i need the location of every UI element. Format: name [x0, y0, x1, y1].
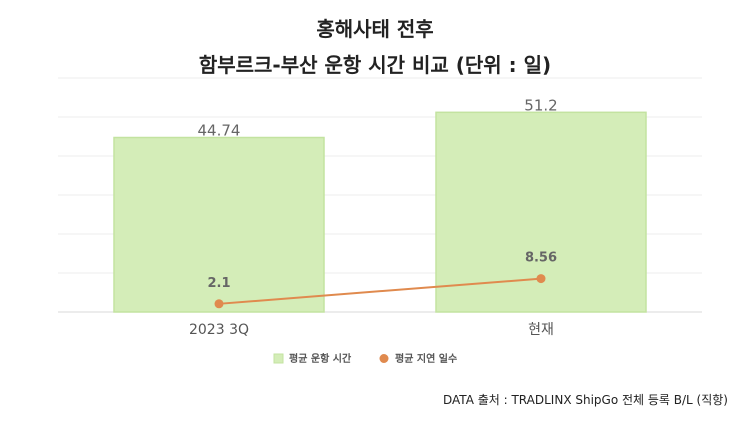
- source-note: DATA 출처 : TRADLINX ShipGo 전체 등록 B/L (직항): [443, 393, 728, 407]
- bar: [113, 136, 325, 313]
- line-point: [536, 274, 546, 284]
- x-axis: 2023 3Q 현재: [189, 322, 554, 338]
- line-point: [214, 299, 224, 309]
- bar-series: 44.74 51.2: [113, 96, 647, 313]
- legend: 평균 운항 시간 평균 지연 일수: [273, 352, 457, 365]
- chart-title: 홍해사태 전후: [316, 17, 433, 41]
- line-data-label: 8.56: [525, 251, 557, 266]
- x-tick-label: 2023 3Q: [189, 322, 249, 338]
- x-tick-label: 현재: [528, 322, 554, 338]
- legend-label-line: 평균 지연 일수: [395, 352, 457, 365]
- legend-label-bar: 평균 운항 시간: [289, 352, 352, 365]
- bar-data-label: 44.74: [198, 122, 241, 140]
- line-series: 2.1 8.56: [207, 251, 557, 309]
- line-data-label: 2.1: [207, 276, 230, 291]
- bar-data-label: 51.2: [524, 96, 557, 114]
- chart-subtitle: 함부르크-부산 운항 시간 비교 (단위 : 일): [199, 53, 551, 77]
- line-path: [218, 277, 542, 305]
- legend-swatch-bar: [273, 353, 284, 364]
- legend-swatch-line: [379, 354, 389, 363]
